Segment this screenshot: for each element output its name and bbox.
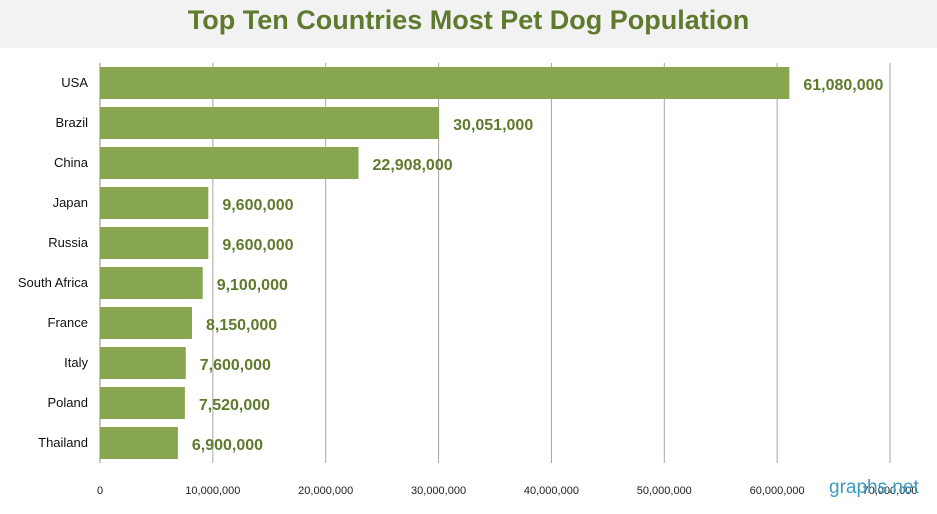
- x-tick-label: 10,000,000: [185, 485, 240, 497]
- bar-poland: [100, 387, 185, 419]
- category-label: Thailand: [38, 435, 88, 450]
- title-band: [0, 0, 937, 48]
- x-tick-label: 40,000,000: [524, 485, 579, 497]
- category-label: France: [48, 315, 88, 330]
- category-label: China: [54, 155, 89, 170]
- bar-china: [100, 147, 359, 179]
- bar-usa: [100, 67, 790, 99]
- category-label: South Africa: [18, 275, 89, 290]
- bar-russia: [100, 227, 209, 259]
- category-label: Japan: [53, 195, 88, 210]
- data-label: 7,600,000: [200, 357, 271, 374]
- data-label: 8,150,000: [206, 317, 277, 334]
- bar-south-africa: [100, 267, 203, 299]
- watermark-logo: graphs.net: [829, 477, 919, 498]
- bar-japan: [100, 187, 209, 219]
- bar-thailand: [100, 427, 178, 459]
- category-label: Brazil: [55, 115, 88, 130]
- x-tick-label: 50,000,000: [637, 485, 692, 497]
- data-label: 30,051,000: [453, 117, 533, 134]
- data-label: 61,080,000: [803, 77, 883, 94]
- bar-brazil: [100, 107, 440, 139]
- data-label: 7,520,000: [199, 397, 270, 414]
- data-label: 9,100,000: [217, 277, 288, 294]
- chart-title: Top Ten Countries Most Pet Dog Populatio…: [187, 5, 750, 35]
- data-label: 22,908,000: [373, 157, 453, 174]
- data-label: 6,900,000: [192, 437, 263, 454]
- x-tick-label: 60,000,000: [750, 485, 805, 497]
- data-label: 9,600,000: [222, 237, 293, 254]
- x-tick-label: 20,000,000: [298, 485, 353, 497]
- bar-italy: [100, 347, 186, 379]
- category-label: Italy: [64, 355, 88, 370]
- category-label: Russia: [48, 235, 89, 250]
- x-tick-label: 0: [97, 485, 103, 497]
- bar-france: [100, 307, 192, 339]
- x-tick-label: 70,000,000: [862, 485, 917, 497]
- data-label: 9,600,000: [222, 197, 293, 214]
- x-tick-label: 30,000,000: [411, 485, 466, 497]
- category-label: Poland: [48, 395, 88, 410]
- category-label: USA: [61, 75, 88, 90]
